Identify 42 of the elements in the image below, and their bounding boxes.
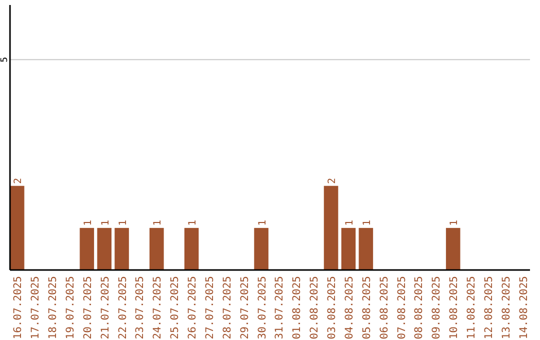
x-tick-label: 05.08.2025 [360, 276, 373, 340]
x-tick-label: 17.07.2025 [30, 276, 42, 340]
x-tick-label: 12.08.2025 [482, 276, 495, 340]
x-tick-label: 03.08.2025 [326, 276, 338, 340]
x-tick-label: 29.07.2025 [238, 276, 251, 340]
x-tick-label: 28.07.2025 [221, 276, 234, 340]
x-tick-label: 24.07.2025 [152, 276, 164, 340]
x-tick-label: 21.07.2025 [99, 276, 112, 340]
x-tick-label: 23.07.2025 [134, 276, 146, 340]
x-tick-label: 06.08.2025 [378, 276, 390, 340]
data-label: 1 [344, 220, 356, 226]
data-label: 1 [100, 220, 112, 226]
data-label: 1 [362, 220, 373, 226]
x-tick-label: 10.08.2025 [448, 276, 460, 340]
x-tick-label: 07.08.2025 [396, 276, 408, 340]
x-tick-label: 20.07.2025 [82, 276, 94, 340]
x-tick-label: 14.08.2025 [518, 276, 530, 340]
data-label: 1 [118, 220, 129, 226]
x-tick-label: 08.08.2025 [413, 276, 426, 340]
x-tick-label: 26.07.2025 [186, 276, 199, 340]
x-tick-label: 09.08.2025 [430, 276, 443, 340]
data-label: 2 [327, 178, 338, 184]
x-tick-label: 11.08.2025 [466, 276, 478, 340]
data-label: 1 [257, 220, 268, 226]
x-tick-label: 27.07.2025 [204, 276, 216, 340]
x-tick-label: 30.07.2025 [256, 276, 268, 340]
data-label: 1 [152, 220, 164, 226]
data-label: 1 [449, 220, 460, 226]
x-tick-label: 18.07.2025 [47, 276, 60, 340]
y-tick-label: 5 [0, 56, 10, 62]
x-tick-label: 19.07.2025 [64, 276, 76, 340]
x-tick-label: 25.07.2025 [169, 276, 182, 340]
x-tick-label: 04.08.2025 [343, 276, 356, 340]
x-tick-label: 16.07.2025 [12, 276, 24, 340]
x-tick-label: 01.08.2025 [291, 276, 304, 340]
x-tick-label: 13.08.2025 [500, 276, 512, 340]
x-tick-label: 02.08.2025 [308, 276, 321, 340]
x-tick-label: 22.07.2025 [116, 276, 129, 340]
data-label: 2 [13, 178, 24, 184]
data-label: 1 [188, 220, 199, 226]
x-tick-label: 31.07.2025 [274, 276, 286, 340]
data-label: 1 [82, 220, 94, 226]
